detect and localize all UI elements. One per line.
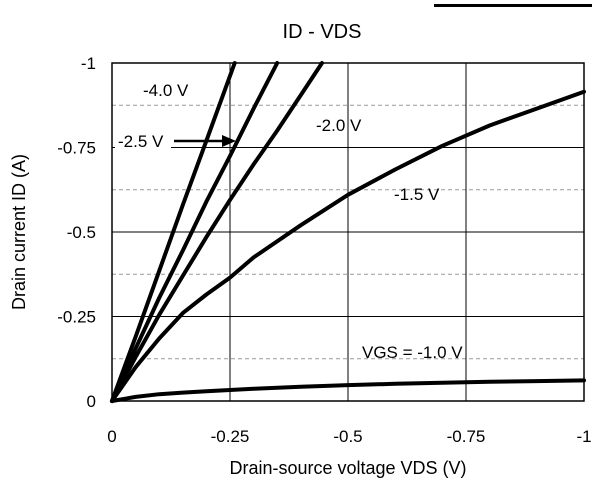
y-tick-label: -0.25	[57, 308, 96, 327]
y-tick-label: -0.75	[57, 139, 96, 158]
series-annotation: -4.0 V	[143, 81, 189, 100]
header-bar	[434, 4, 592, 7]
x-tick-label: -0.5	[333, 427, 362, 446]
y-tick-label: -1	[81, 54, 96, 73]
x-tick-label: -0.25	[211, 427, 250, 446]
series-line-4	[110, 378, 586, 403]
x-tick-label: 0	[107, 427, 116, 446]
y-axis-title: Drain current ID (A)	[9, 154, 29, 310]
x-tick-label: -0.75	[447, 427, 486, 446]
grid	[111, 62, 585, 402]
annotation-bg	[115, 130, 171, 152]
series-annotation: VGS = -1.0 V	[362, 343, 463, 362]
series-annotation: -2.0 V	[316, 116, 362, 135]
x-tick-label: -1	[576, 427, 591, 446]
y-tick-label: -0.5	[67, 223, 96, 242]
plot-border	[111, 62, 585, 402]
series-line-2	[110, 61, 324, 403]
annotations: -4.0 V -2.5 V -2.0 V -1.5 V VGS = -1.0 V	[115, 81, 463, 362]
chart-title: ID - VDS	[283, 21, 362, 43]
plot-frame	[111, 62, 585, 402]
series-annotation: -2.5 V	[118, 132, 164, 151]
series-line-1	[110, 61, 280, 403]
tick-labels: 0 -0.25 -0.5 -0.75 -1 0 -0.25 -0.5 -0.75 -1	[57, 54, 591, 446]
series-layer	[110, 61, 586, 403]
series-line-0	[110, 61, 237, 403]
y-tick-label: 0	[87, 392, 96, 411]
x-axis-title: Drain-source voltage VDS (V)	[229, 458, 466, 478]
annotation-arrowhead	[222, 135, 236, 147]
series-line-3	[110, 89, 586, 403]
series-annotation: -1.5 V	[394, 185, 440, 204]
